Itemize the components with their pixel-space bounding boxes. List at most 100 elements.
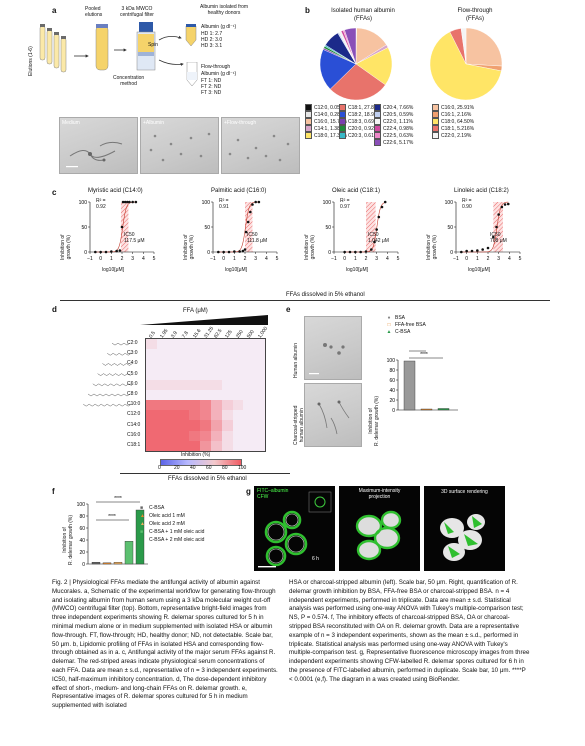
heatmap-cell [146,400,158,411]
micrograph-human-albumin [304,316,362,380]
heatmap-cell [167,369,179,380]
legend-item: ▲ Oleic acid 2 mM [140,520,204,528]
data-point [375,228,378,231]
panel-e-label: e [286,305,291,314]
legend-swatch [339,132,346,139]
heatmap-row-label: C3:0 [127,350,138,357]
legend-label: C-BSA [149,505,165,511]
legend-label: C20:0, 0.92% [348,125,379,132]
y-tick-label: 50 [447,225,453,231]
heatmap-cell [200,410,212,421]
elution-tubes-illustration [39,24,89,73]
x-tick-label: −1 [331,256,337,262]
heatmap-scale-title: Inhibition (%) [181,452,211,458]
data-point [373,240,376,244]
x-tick-label: 5 [397,256,400,262]
heatmap-cell [178,400,190,411]
y-tick-label: 0 [84,250,87,256]
data-point [465,249,468,253]
physiological-range-band [120,202,129,252]
x-axis-label: log10[μM] [225,267,248,273]
y-tick-label: 0 [207,250,210,256]
heatmap-cell [200,369,212,380]
pooled-tube-icon [95,24,127,71]
y-tick-label: 80 [79,514,85,520]
legend-swatch [374,139,381,146]
heatmap-cell [156,359,168,370]
heatmap-cell [178,420,190,431]
legend-swatch [374,104,381,111]
legend-item: C14:1, 1.38% [305,125,347,132]
legend-item: C22:6, 5.17% [374,139,413,146]
data-point [257,200,261,204]
heatmap-title: FFA (μM) [183,308,208,314]
x-axis-label: log10[μM] [102,267,125,273]
heatmap-row-label: C5:0 [127,370,138,377]
heatmap-cell [232,349,244,360]
y-tick-label: 40 [79,538,85,544]
data-point [503,203,507,206]
legend-swatch [374,111,381,118]
legend-label: C22:4, 0.98% [383,125,414,132]
x-tick-label: 5 [153,256,156,262]
data-point [500,205,504,209]
legend-label: C18:1, 27.84% [348,104,382,111]
heatmap-cell [210,349,223,360]
heatmap-cell [254,389,266,401]
x-tick-label: 1 [233,256,236,262]
data-point [120,225,124,229]
colorbar-tick-label: 20 [174,465,180,471]
heatmap-cell [146,440,158,452]
panel-d-label: d [52,305,57,314]
albumin-unit: Albumin (g dl⁻¹) [201,24,237,30]
micrograph-charcoal-stripped [304,383,362,447]
heatmap-cell [243,410,255,421]
heatmap-cell [167,359,179,370]
legend-label: C22:5, 0.63% [383,132,414,139]
y-tick-label: 100 [323,200,332,206]
heatmap-cell [254,400,266,411]
heatmap-cell [156,339,168,350]
flow-through-tube-icon [186,62,198,87]
concentration-method-label: Concentration method [113,75,145,87]
y-axis-label: Inhibition of growth (%) [426,234,438,260]
legend-label: C22:6, 5.17% [383,139,414,146]
panel-a-label: a [52,6,57,15]
data-point [492,235,495,239]
legend-swatch [432,132,439,139]
legend-swatch [305,111,312,118]
significance-marker: **** [414,350,422,351]
max-projection-label: Maximum-intensity projection [358,488,401,500]
heatmap-cell [146,389,158,401]
heatmap-cell [146,379,158,391]
heatmap-cell [221,389,233,401]
chart-title: Myristic acid (C14:0) [88,188,143,194]
y-axis-label: Inhibition of growth (%) [60,234,72,260]
legend-label: C12:0, 0.05% [314,104,345,111]
data-point [123,200,127,204]
bar-e-ylabel: Inhibition of R. delemar growth (%) [368,395,380,446]
flow-through-title: Flow-through [201,64,231,70]
heatmap-grid [145,338,266,452]
heatmap-cell [200,389,212,401]
x-tick-label: 4 [508,256,511,262]
data-point [244,230,248,234]
data-point [359,250,362,254]
heatmap-cell [167,339,179,350]
legend-swatch [305,125,312,132]
colorbar-tick-label: 60 [206,465,212,471]
heatmap-cell [232,379,244,391]
heatmap-cell [189,369,201,380]
heatmap-cell [156,379,168,391]
heatmap-cell [156,349,168,360]
heatmap-cell [254,359,266,370]
physiological-range-band [366,202,376,252]
legend-swatch [339,118,346,125]
data-point [486,246,490,250]
heatmap-cell [146,339,158,350]
data-point [99,250,102,254]
heatmap-cell [189,379,201,391]
figure-caption-column-2: HSA or charcoal-stripped albumin (left).… [289,579,530,685]
legend-swatch [374,118,381,125]
data-point [460,250,463,254]
